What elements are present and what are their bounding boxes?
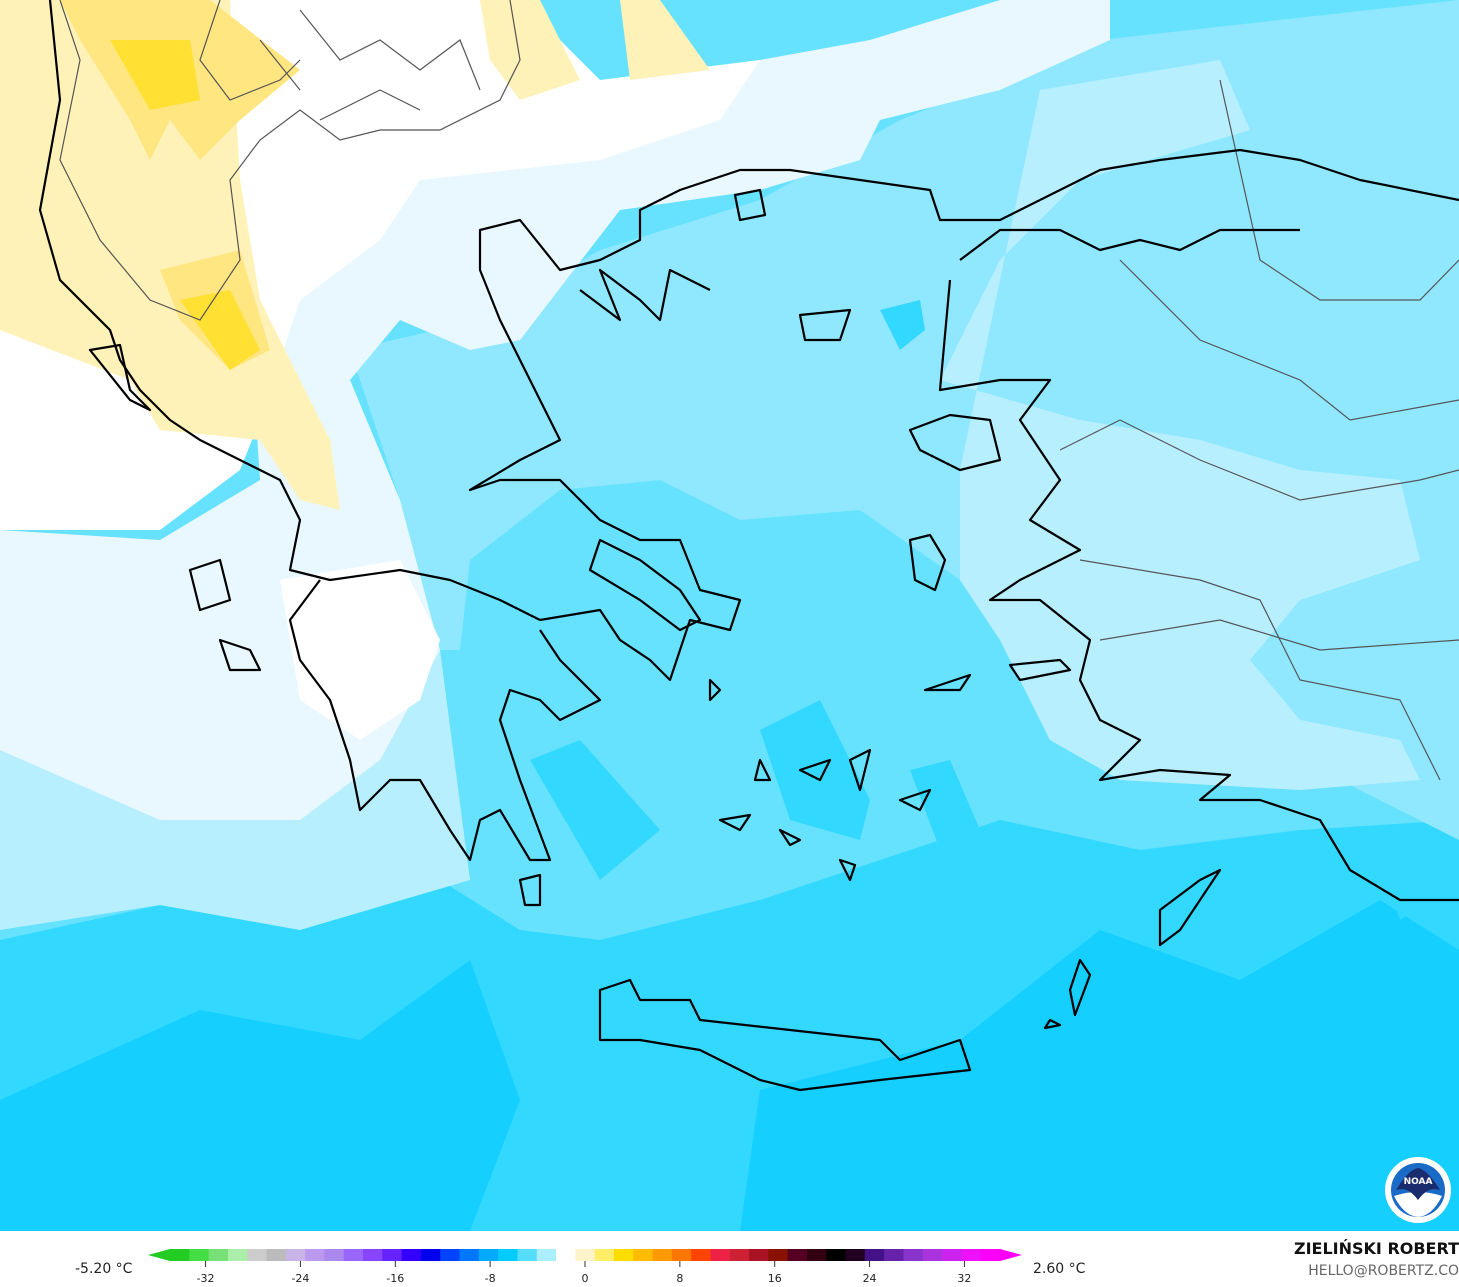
color-bar-cell [942,1249,962,1261]
author-email: HELLO@ROBERTZ.CO [1308,1263,1459,1279]
color-bar-cell [556,1249,576,1261]
color-bar-cell [922,1249,943,1261]
color-bar-cell [498,1249,518,1261]
color-bar-cell [324,1249,345,1261]
color-bar-tick-label: 0 [582,1272,589,1285]
color-bar-tick-label: 24 [863,1272,877,1285]
color-bar-cell [594,1249,615,1261]
color-bar-tick-label: -32 [197,1272,215,1285]
zone-deep-aegean-spots [530,300,1459,920]
coastlines [38,0,1459,1092]
coast-islands-cyclades [518,673,1092,1030]
color-bar-tick-label: 8 [676,1272,683,1285]
color-bar: -32 -24 -16 -8 0 8 16 24 32 [148,1249,1022,1285]
color-bar-cell [420,1249,441,1261]
color-bar-cell [343,1249,364,1261]
color-bar-cell [980,1249,1001,1261]
color-bar-cell [729,1249,750,1261]
color-bar-cell [884,1249,904,1261]
coast-albania-greece-west [38,0,541,621]
color-bar-cell [170,1249,190,1261]
color-bar-cell [227,1249,248,1261]
noaa-logo: NOAA [1385,1157,1451,1223]
color-bar-cell [826,1249,847,1261]
zone-yellow [60,0,300,370]
color-bar-arrow [148,1249,170,1261]
coast-corfu [88,343,152,412]
color-bar-cell [768,1249,789,1261]
color-bar-cell [285,1249,306,1261]
color-bar-cell [864,1249,885,1261]
zone-white-peloponnese [280,560,440,740]
svg-text:NOAA: NOAA [1404,1177,1433,1187]
color-bar-cell [961,1249,982,1261]
color-bar-cell [633,1249,654,1261]
color-bar-cell [382,1249,403,1261]
coast-mainland-east [468,168,1041,682]
coast-samos [1008,658,1072,682]
coast-limnos [798,308,852,342]
coast-crete [598,978,972,1092]
coast-turkey-west [938,148,1459,902]
author-name: ZIELIŃSKI ROBERT [1293,1239,1459,1258]
color-bar-tick-label: -16 [386,1272,404,1285]
color-bar-cell [459,1249,480,1261]
color-bar-cell [478,1249,499,1261]
color-bar-cell [266,1249,287,1261]
color-bar-tick-label: -8 [485,1272,496,1285]
zone-yellow-strong [110,40,260,370]
color-bar-cell [208,1249,229,1261]
color-bar-cell [903,1249,924,1261]
color-bar-cell [247,1249,268,1261]
coast-chios [908,533,947,592]
coast-chalkidiki [579,268,711,322]
zone-light-anatolia [940,60,1420,790]
color-bar-cell [749,1249,769,1261]
color-bar-cell [440,1249,461,1261]
coast-kefalonia [188,558,262,672]
color-bar-cell [363,1249,383,1261]
color-bar-tick-label: 32 [957,1272,971,1285]
color-bar-tick-label: -24 [291,1272,309,1285]
color-bar-cell [536,1249,557,1261]
color-bar-cell [845,1249,866,1261]
color-bar-cell [401,1249,422,1261]
legend-min-value: -5.20 °C [75,1261,133,1277]
legend-max-value: 2.60 °C [1033,1261,1086,1277]
color-bar-cell [671,1249,692,1261]
coast-rhodes [1158,868,1222,947]
color-bar-cell [787,1249,808,1261]
country-borders [59,0,1459,781]
color-bar-cell [691,1249,711,1261]
color-bar-cell [575,1249,596,1261]
temperature-map: NOAA [0,0,1459,1231]
color-bar-tick-label: 16 [768,1272,782,1285]
coast-lesbos [908,413,1002,472]
zone-deepest-south [0,900,1459,1231]
coast-peloponnese [288,579,602,862]
color-bar-cell [806,1249,827,1261]
color-bar-cell [305,1249,325,1261]
color-bar-cell [517,1249,538,1261]
color-bar-cell [652,1249,673,1261]
footer: -5.20 °C -32 -24 -16 -8 0 8 16 24 32 2.60 °C ZIE… [0,1231,1459,1287]
coast-thasos [733,188,767,222]
color-bar-arrow [1000,1249,1022,1261]
color-bar-cell [189,1249,210,1261]
coast-evia [588,538,702,632]
color-bar-cell [613,1249,634,1261]
color-bar-cell [710,1249,731,1261]
